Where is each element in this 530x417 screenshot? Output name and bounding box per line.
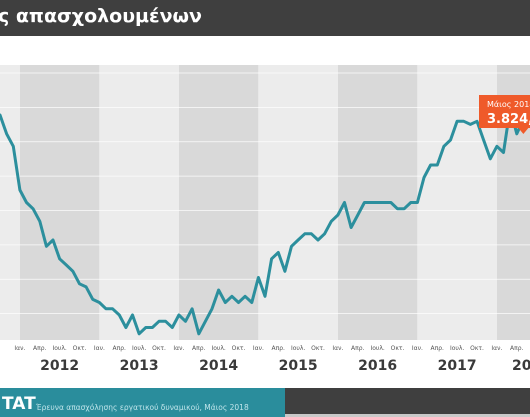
source-label: TAT	[2, 394, 36, 414]
footer-divider	[285, 414, 530, 417]
footer-bar: TAT Έρευνα απασχόλησης εργατικού δυναμικ…	[0, 388, 530, 417]
chart-title: ς απασχολουμένων	[0, 5, 202, 27]
year-band	[0, 65, 20, 340]
year-tick-label: 2014	[199, 358, 238, 374]
year-tick-label: 2012	[40, 358, 79, 374]
year-tick-label: 2017	[438, 358, 477, 374]
month-tick-label: Οκτ.	[470, 345, 484, 352]
year-tick-labels: 2012 2013 2014 2015 2016 2017 2018	[40, 358, 530, 374]
year-band	[99, 65, 179, 340]
source-box: TAT Έρευνα απασχόλησης εργατικού δυναμικ…	[0, 388, 285, 417]
horizontal-gridlines	[0, 72, 530, 315]
month-tick-label: Ιαν.	[14, 345, 25, 352]
month-tick-label: Ιαν.	[94, 345, 105, 352]
month-tick-label: Απρ.	[351, 345, 365, 352]
month-tick-label: Ιουλ.	[132, 345, 146, 352]
month-tick-label: Ιουλ.	[450, 345, 464, 352]
month-tick-labels: Ιαν. Απρ. Ιουλ. Οκτ. Ιαν. Απρ. Ιουλ. Οκτ. Ιαν. Απ…	[14, 345, 523, 352]
year-band	[258, 65, 338, 340]
month-tick-label: Οκτ.	[311, 345, 325, 352]
source-text: Έρευνα απασχόλησης εργατικού δυναμικού, …	[36, 403, 249, 412]
month-tick-label: Οκτ.	[232, 345, 246, 352]
year-band	[19, 65, 100, 340]
month-tick-label: Απρ.	[113, 345, 127, 352]
month-tick-label: Ιουλ.	[52, 345, 66, 352]
year-bands	[0, 65, 530, 340]
annotation-value: 3.824,	[487, 112, 530, 127]
series-line	[0, 107, 525, 336]
year-tick-label: 2013	[120, 358, 159, 374]
month-tick-label: Ιουλ.	[291, 345, 305, 352]
title-bar: ς απασχολουμένων	[0, 0, 530, 36]
month-tick-label: Ιαν.	[173, 345, 184, 352]
month-tick-label: Απρ.	[33, 345, 47, 352]
month-tick-label: Ιαν.	[332, 345, 343, 352]
month-tick-label: Ιουλ.	[211, 345, 225, 352]
month-tick-label: Οκτ.	[391, 345, 405, 352]
month-tick-label: Απρ.	[192, 345, 206, 352]
latest-annotation: Μάιος 2018 3.824,	[479, 95, 530, 134]
month-tick-label: Ιουλ.	[370, 345, 384, 352]
annotation-pointer	[518, 128, 529, 134]
annotation-label: Μάιος 2018	[487, 100, 530, 109]
month-tick-label: Ιαν.	[412, 345, 423, 352]
year-tick-label: 2015	[279, 358, 318, 374]
month-tick-label: Ιαν.	[491, 345, 502, 352]
month-tick-label: Οκτ.	[73, 345, 87, 352]
month-tick-label: Απρ.	[272, 345, 286, 352]
year-tick-label: 2018	[512, 358, 530, 374]
annotation-box	[479, 95, 530, 128]
line-chart: Μάιος 2018 3.824, Ιαν. Απρ. Ιουλ. Οκτ. Ιαν. Απ…	[0, 65, 530, 374]
series-employed	[0, 107, 525, 336]
month-tick-label: Οκτ.	[152, 345, 166, 352]
year-tick-label: 2016	[358, 358, 397, 374]
month-tick-label: Ιαν.	[253, 345, 264, 352]
month-tick-label: Απρ.	[431, 345, 445, 352]
month-tick-label: Απρ.	[510, 345, 524, 352]
